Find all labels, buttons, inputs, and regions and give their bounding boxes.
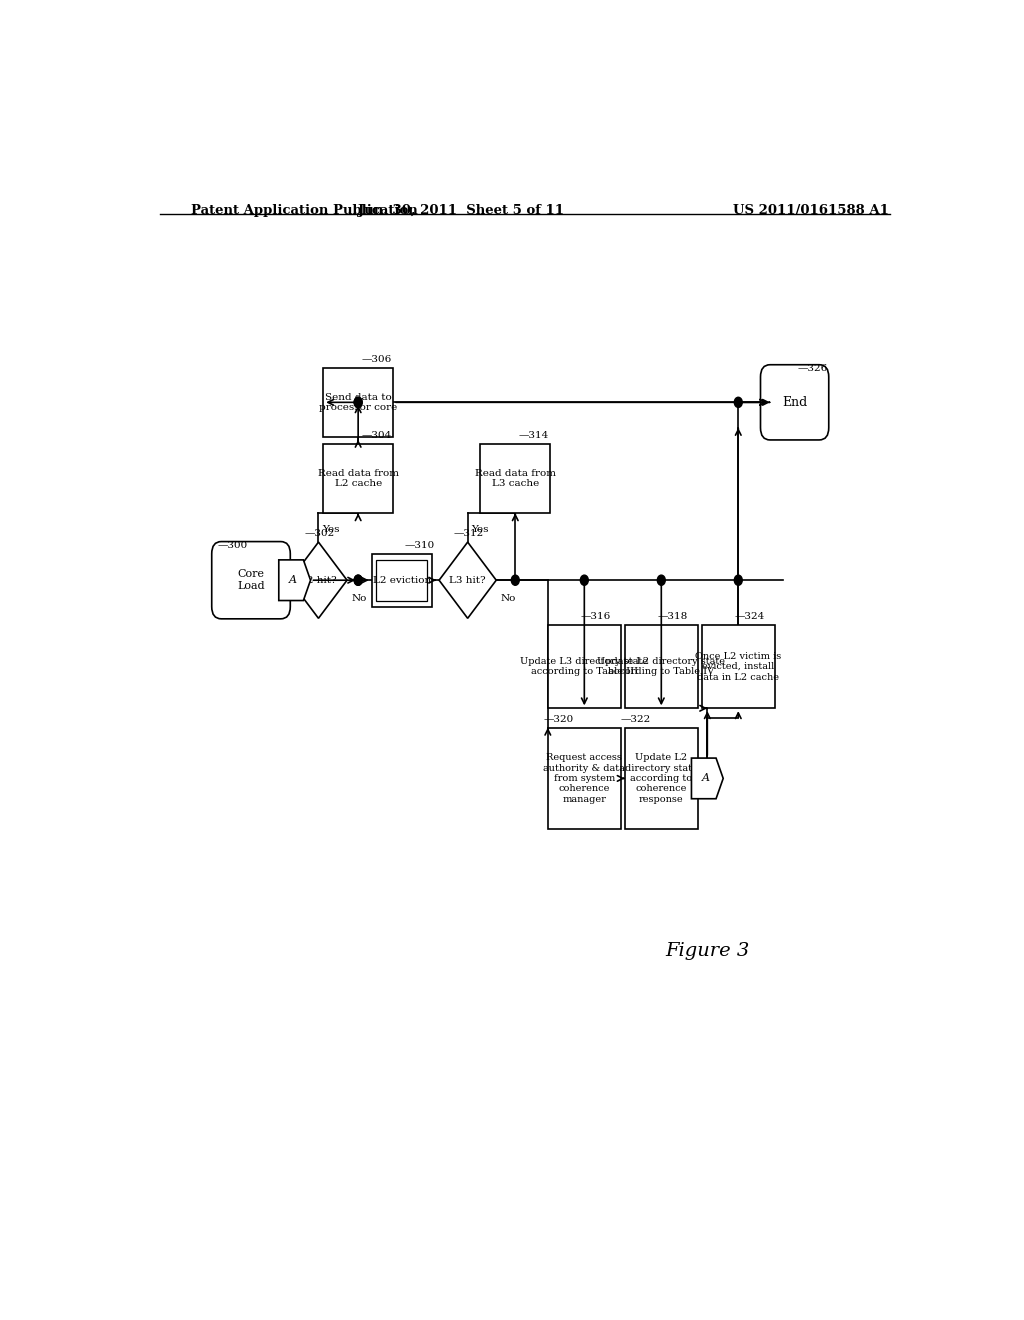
Text: Read data from
L3 cache: Read data from L3 cache <box>475 469 556 488</box>
Bar <box>625 727 697 829</box>
Bar <box>480 444 550 513</box>
Text: L3 hit?: L3 hit? <box>450 576 486 585</box>
Text: —312: —312 <box>454 529 483 539</box>
Text: —306: —306 <box>361 355 391 364</box>
Text: Request access
authority & data
from system
coherence
manager: Request access authority & data from sys… <box>544 754 626 804</box>
Text: —316: —316 <box>581 612 610 620</box>
Polygon shape <box>439 543 497 618</box>
Bar <box>548 624 621 709</box>
Text: Core
Load: Core Load <box>238 569 265 591</box>
Bar <box>625 624 697 709</box>
Bar <box>548 727 621 829</box>
Text: No: No <box>352 594 368 602</box>
Text: —304: —304 <box>361 430 391 440</box>
Bar <box>377 560 427 601</box>
Bar <box>701 624 775 709</box>
Circle shape <box>657 576 666 585</box>
Text: —310: —310 <box>404 541 435 549</box>
Circle shape <box>354 397 362 408</box>
Text: Update L2
directory state
according to
coherence
response: Update L2 directory state according to c… <box>625 754 697 804</box>
Circle shape <box>734 576 742 585</box>
Text: Figure 3: Figure 3 <box>666 942 750 960</box>
Text: —314: —314 <box>518 430 549 440</box>
Circle shape <box>581 576 588 585</box>
Bar <box>372 554 432 607</box>
Text: —322: —322 <box>621 714 651 723</box>
Text: Read data from
L2 cache: Read data from L2 cache <box>317 469 398 488</box>
Circle shape <box>354 397 362 408</box>
Text: —302: —302 <box>304 529 335 539</box>
Text: Send data to
processor core: Send data to processor core <box>319 392 397 412</box>
Text: End: End <box>782 396 807 409</box>
Text: Patent Application Publication: Patent Application Publication <box>191 205 418 216</box>
Text: —324: —324 <box>734 612 765 620</box>
Text: Update L3 directory state
according to Table III: Update L3 directory state according to T… <box>520 657 648 676</box>
Text: —300: —300 <box>217 541 248 549</box>
FancyBboxPatch shape <box>212 541 290 619</box>
Text: —326: —326 <box>798 364 828 372</box>
Bar <box>324 444 393 513</box>
Circle shape <box>354 576 362 585</box>
FancyBboxPatch shape <box>761 364 828 440</box>
Text: Jun. 30, 2011  Sheet 5 of 11: Jun. 30, 2011 Sheet 5 of 11 <box>358 205 564 216</box>
Text: Update L2 directory state
according to Table IV: Update L2 directory state according to T… <box>597 657 725 676</box>
Text: No: No <box>501 594 516 602</box>
Text: Yes: Yes <box>323 525 340 533</box>
Text: —318: —318 <box>657 612 687 620</box>
Text: Yes: Yes <box>472 525 489 533</box>
Polygon shape <box>279 560 310 601</box>
Polygon shape <box>691 758 723 799</box>
Circle shape <box>354 576 362 585</box>
Text: Once L2 victim is
evicted, install
data in L2 cache: Once L2 victim is evicted, install data … <box>695 652 781 681</box>
Text: A: A <box>289 576 297 585</box>
Circle shape <box>511 576 519 585</box>
Text: L2 hit?: L2 hit? <box>300 576 337 585</box>
Bar <box>324 368 393 437</box>
Text: —320: —320 <box>544 714 574 723</box>
Text: L2 eviction: L2 eviction <box>373 576 431 585</box>
Polygon shape <box>290 543 347 618</box>
Text: A: A <box>701 774 710 783</box>
Text: US 2011/0161588 A1: US 2011/0161588 A1 <box>732 205 889 216</box>
Circle shape <box>734 397 742 408</box>
